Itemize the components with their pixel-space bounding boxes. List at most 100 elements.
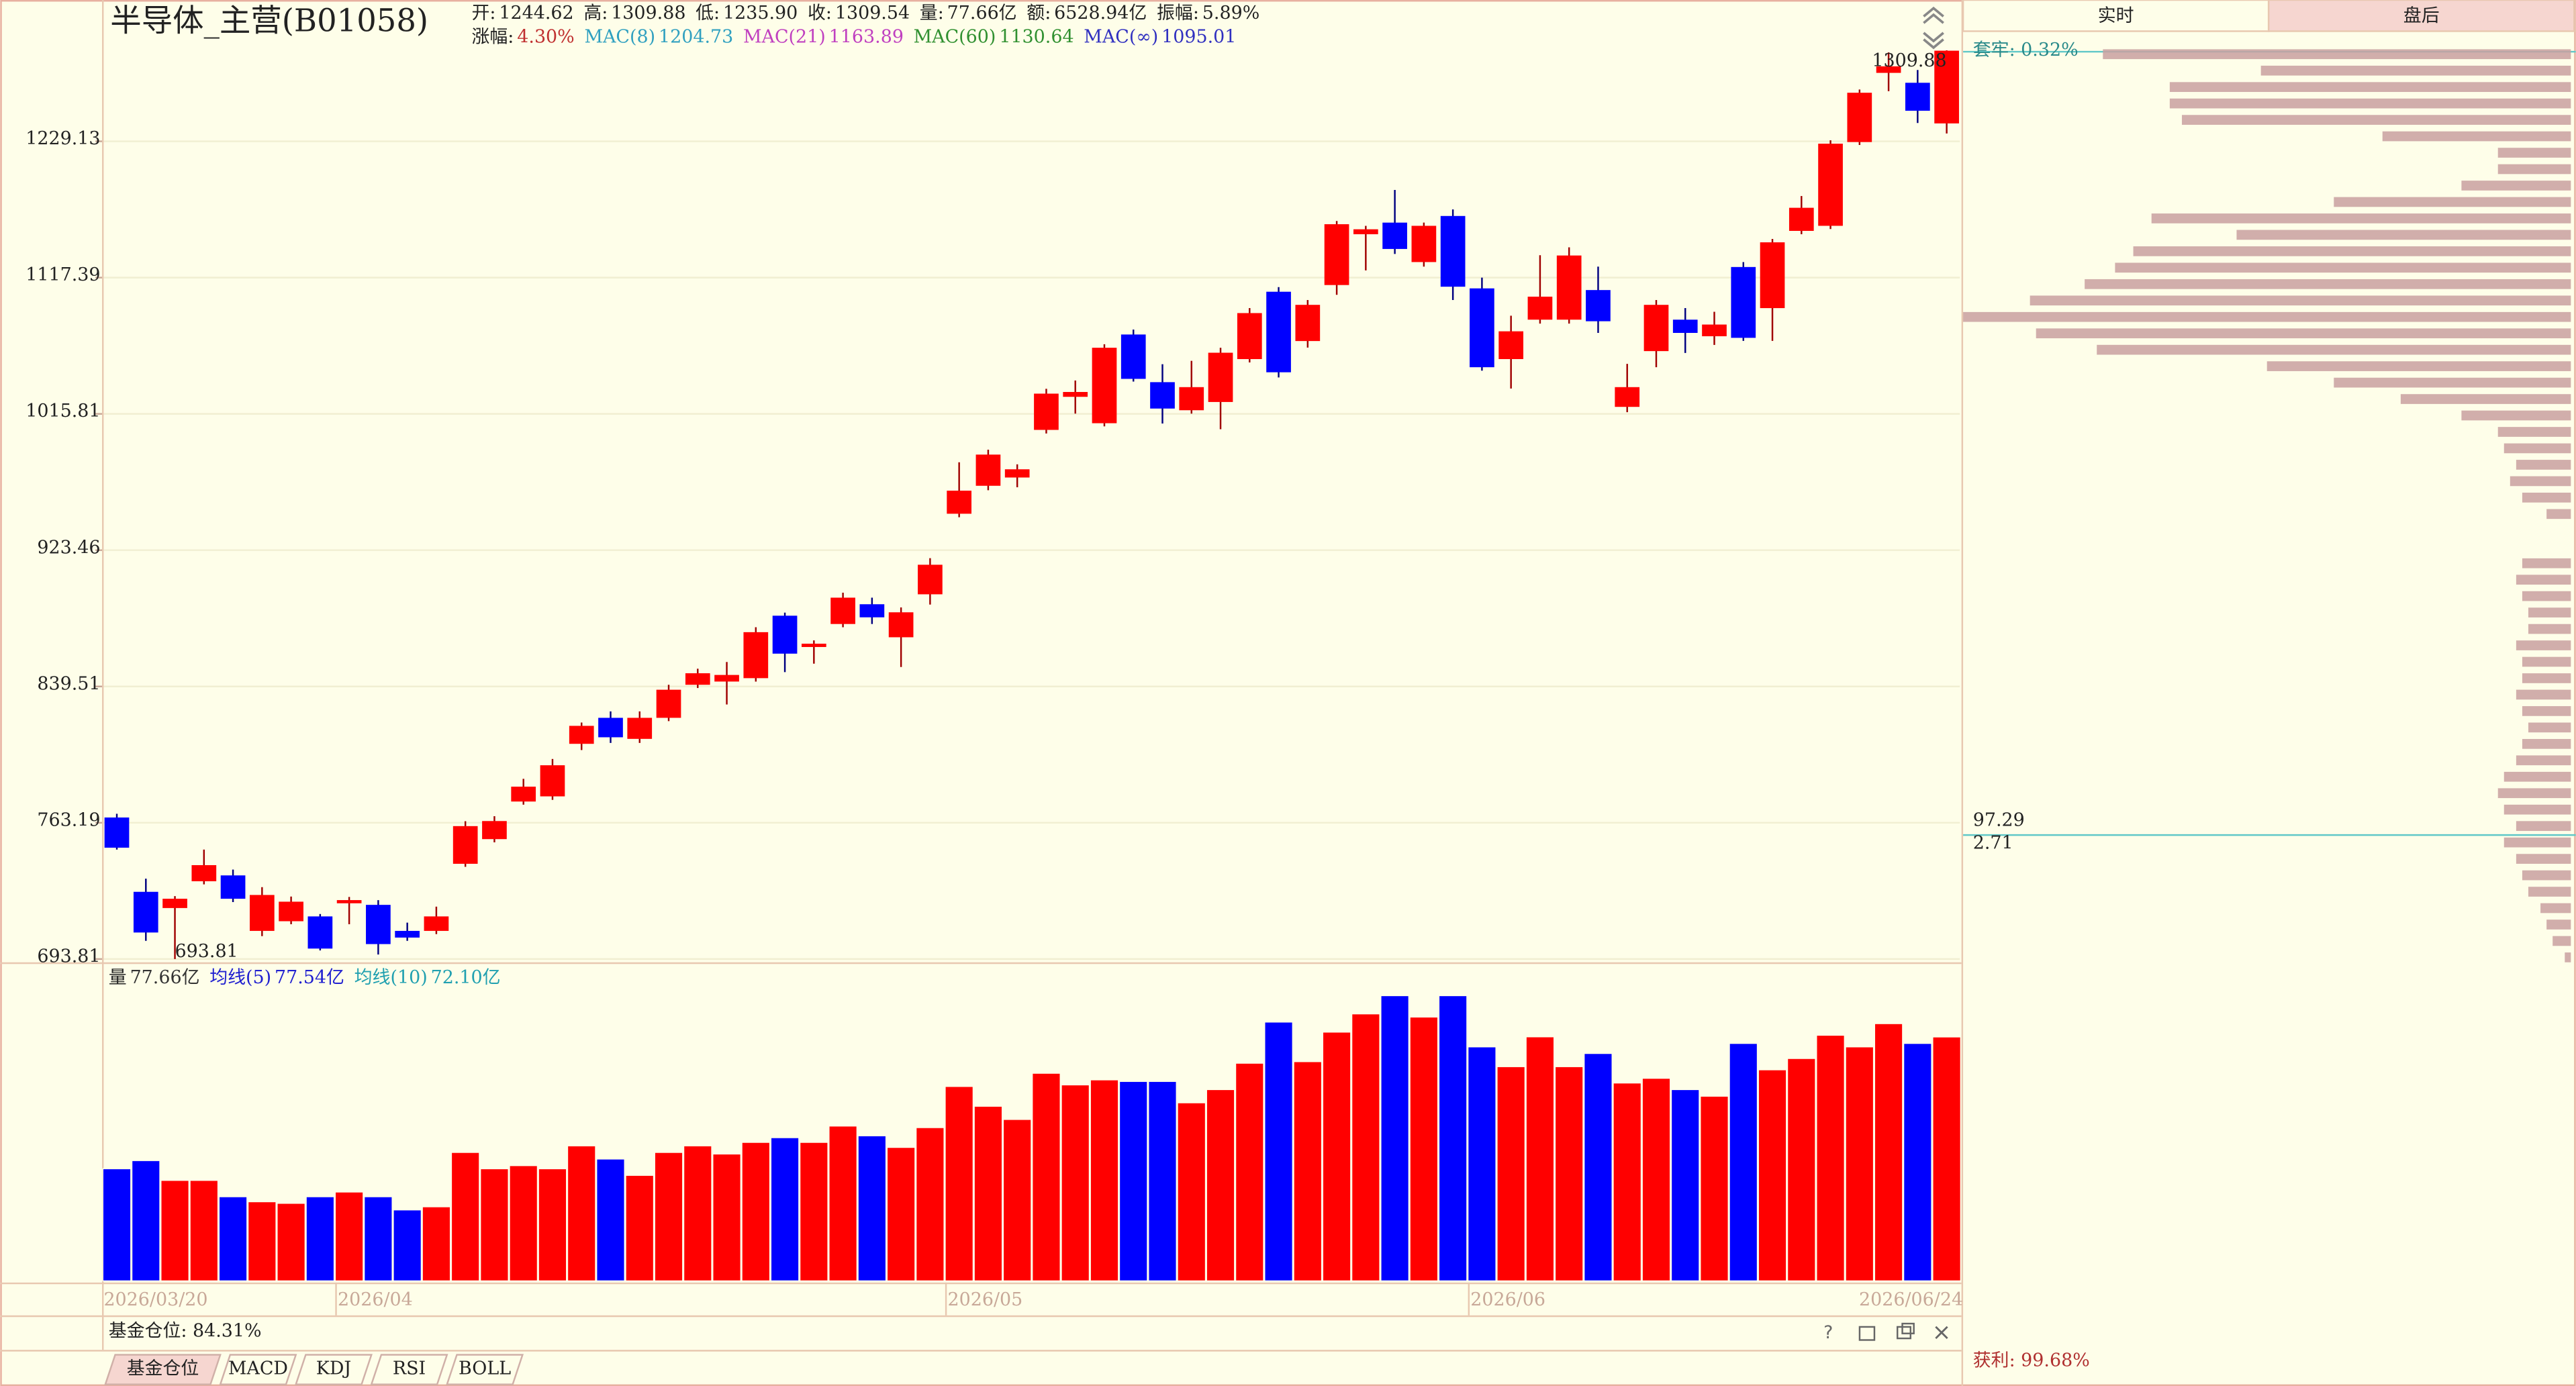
info-value: 1204.73 (659, 26, 733, 47)
profile-bar (1963, 311, 2571, 322)
candle-body (947, 491, 972, 514)
profile-bar (2546, 920, 2571, 930)
volume-bar (1554, 1066, 1584, 1282)
profile-bar (2236, 230, 2571, 240)
volume-bar (595, 1158, 626, 1282)
info-value: 1309.88 (611, 3, 685, 23)
volume-bar (799, 1142, 828, 1282)
scroll-arrows[interactable] (1923, 6, 1944, 50)
profile-bar (2497, 788, 2571, 799)
volume-bar (393, 1209, 422, 1282)
profit-label: 获利: 99.68% (1973, 1350, 2090, 1371)
candle-body (772, 615, 798, 654)
volume-bar (1496, 1066, 1526, 1282)
profile-bar (2516, 821, 2571, 832)
profile-bar (2516, 689, 2571, 700)
tab[interactable] (1962, 0, 2270, 32)
volume-bar (1932, 1036, 1962, 1282)
info-value: 1244.62 (499, 3, 573, 23)
candle-body (1615, 387, 1640, 407)
trapped-label: 套牢: 0.32% (1973, 40, 2079, 60)
candle-body (1702, 324, 1727, 336)
profile-bar (2510, 476, 2571, 487)
tab[interactable] (104, 1354, 222, 1385)
volume-bar (828, 1125, 858, 1282)
volume-bar (1613, 1082, 1642, 1282)
info-label: 均线(10) (354, 967, 428, 988)
profile-bar (2497, 148, 2571, 158)
volume-bar (712, 1153, 742, 1282)
profile-bar (2497, 164, 2571, 175)
candle-body (1208, 352, 1233, 402)
profile-bar (2528, 722, 2571, 733)
bottom-tabs: 基金仓位 MACD KDJ RSI BOLL (104, 1354, 524, 1385)
tab[interactable] (295, 1354, 373, 1385)
candle-body (1731, 266, 1756, 338)
info-value: 1235.90 (723, 3, 798, 23)
candle-body (1382, 222, 1407, 249)
tab[interactable] (2267, 0, 2575, 32)
tab-label[interactable]: 基金仓位 (127, 1358, 199, 1379)
volume-bar (189, 1179, 219, 1282)
profile-bar (2461, 181, 2571, 191)
info-label: 额: (1027, 3, 1051, 23)
info-value: 72.10亿 (431, 967, 501, 988)
tab-label[interactable]: 盘后 (2403, 5, 2440, 26)
window-icons[interactable]: ? × (1823, 1319, 1951, 1346)
tab-label[interactable]: RSI (393, 1358, 426, 1379)
info-label: 量 (109, 967, 127, 988)
candle-body (627, 717, 653, 739)
info-label: 高: (583, 3, 608, 23)
tab[interactable] (370, 1354, 448, 1385)
tab[interactable] (219, 1354, 297, 1385)
volume-bar (567, 1145, 596, 1282)
volume-bar (1147, 1081, 1178, 1282)
x-tick-label: 2026/04 (338, 1289, 413, 1310)
volume-bar (857, 1135, 887, 1282)
tab-label[interactable]: MACD (228, 1358, 288, 1379)
info-line: 涨幅: 4.30% MAC(8) 1204.73 MAC(21) 1163.89 MAC(6… (471, 26, 1236, 47)
tab-label[interactable]: BOLL (459, 1358, 511, 1379)
profile-bar (2503, 443, 2571, 454)
info-value: 6528.94亿 (1054, 3, 1147, 23)
profile-bar (2565, 952, 2571, 962)
volume-bar (479, 1168, 509, 1282)
profile-bar (2085, 279, 2571, 289)
volume-bar (1583, 1052, 1613, 1282)
y-tick-label: 1015.81 (26, 401, 100, 422)
profile-bar (2133, 246, 2571, 256)
volume-bar (1264, 1021, 1294, 1282)
y-tick-label: 923.46 (37, 537, 100, 558)
candle-body (1150, 382, 1175, 409)
candle-body (366, 905, 391, 944)
volume-bar (945, 1085, 974, 1282)
volume-bar (247, 1201, 277, 1282)
volume-bar (1118, 1081, 1148, 1282)
annotation: 1309.88 (1872, 50, 1946, 71)
tab-label[interactable]: KDJ (316, 1358, 351, 1379)
volume-bar (1758, 1069, 1787, 1282)
tab[interactable] (446, 1354, 524, 1385)
profile-bar (2522, 656, 2571, 667)
profile-bar (2522, 493, 2571, 503)
candle-body (1353, 229, 1378, 234)
info-label: MAC(8) (584, 26, 655, 47)
candle-body (1092, 348, 1117, 424)
candle-body (1063, 391, 1088, 397)
tab-label[interactable]: 实时 (2098, 5, 2134, 26)
y-tick-label: 693.81 (37, 946, 100, 967)
svg-text:×: × (1932, 1319, 1952, 1346)
volume-bar (102, 1168, 132, 1282)
upper-label: 97.29 (1973, 809, 2025, 830)
candle-body (162, 899, 187, 908)
info-label: MAC(60) (914, 26, 996, 47)
profile-bar (2553, 936, 2571, 946)
volume-bar (1031, 1073, 1061, 1282)
volume-bar (654, 1152, 683, 1282)
candle-body (859, 604, 885, 617)
candle-body (1004, 469, 1030, 478)
candle-body (975, 454, 1001, 486)
volume-bar (1699, 1095, 1729, 1282)
candle-body (1760, 242, 1785, 309)
